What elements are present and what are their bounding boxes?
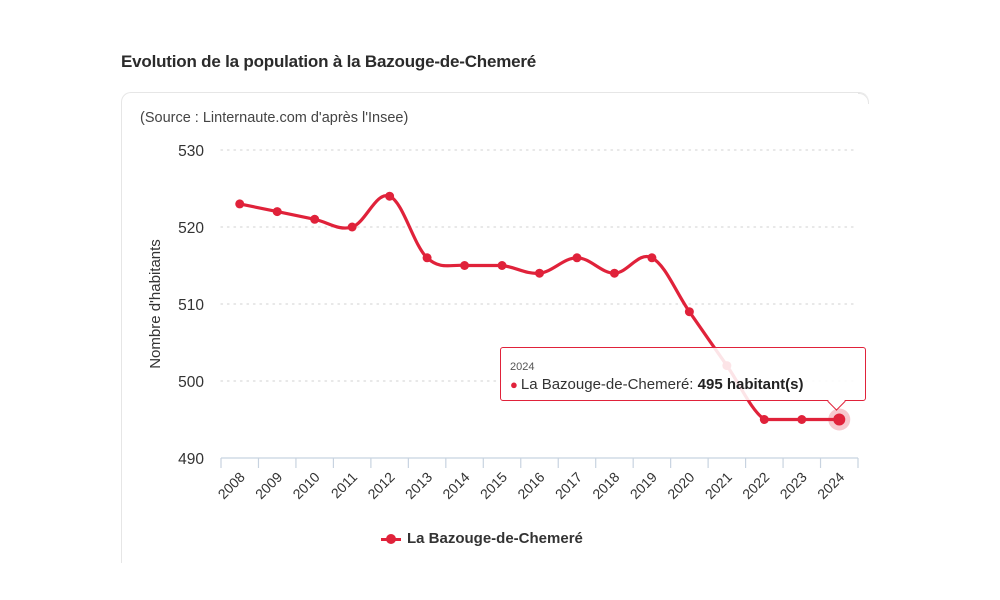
tooltip-year: 2024 bbox=[510, 361, 535, 373]
y-axis-label: Nombre d'habitants bbox=[147, 239, 164, 369]
chart-source: (Source : Linternaute.com d'après l'Inse… bbox=[140, 110, 409, 126]
x-tick-label: 2024 bbox=[814, 469, 847, 502]
data-point[interactable] bbox=[759, 415, 769, 424]
data-point-highlighted[interactable] bbox=[833, 413, 846, 426]
data-point[interactable] bbox=[385, 191, 395, 201]
x-tick-label: 2009 bbox=[252, 469, 285, 502]
x-tick-label: 2017 bbox=[552, 469, 585, 502]
x-tick-label: 2015 bbox=[477, 469, 510, 502]
data-tooltip: 2024 ● La Bazouge-de-Chemeré: 495 habitan… bbox=[500, 347, 866, 411]
x-axis bbox=[220, 457, 859, 468]
data-point[interactable] bbox=[497, 261, 507, 270]
x-tick-label: 2020 bbox=[664, 469, 697, 502]
data-point[interactable] bbox=[609, 268, 619, 278]
data-point[interactable] bbox=[347, 222, 357, 232]
y-tick-label: 500 bbox=[178, 374, 204, 391]
y-tick-label: 520 bbox=[178, 220, 204, 237]
data-point[interactable] bbox=[272, 207, 282, 217]
x-tick-label: 2018 bbox=[589, 469, 622, 502]
tooltip-value: 495 habitant(s) bbox=[697, 376, 804, 393]
x-tick-label: 2022 bbox=[739, 469, 772, 502]
x-tick-label: 2016 bbox=[514, 469, 547, 502]
y-tick-label: 510 bbox=[178, 297, 204, 314]
series-points bbox=[235, 191, 851, 431]
legend-item[interactable]: La Bazouge-de-Chemeré bbox=[381, 530, 583, 547]
x-axis-ticks: 2008 2009 2010 2011 2012 2013 2014 2015 2016 2017… bbox=[215, 469, 848, 502]
data-point[interactable] bbox=[684, 307, 694, 317]
data-point[interactable] bbox=[460, 261, 470, 270]
data-point[interactable] bbox=[535, 268, 544, 278]
data-point[interactable] bbox=[235, 199, 245, 209]
x-tick-label: 2011 bbox=[328, 469, 361, 502]
page-title: Evolution de la population à la Bazouge-… bbox=[121, 52, 537, 71]
legend-line-marker-icon bbox=[381, 533, 401, 545]
tooltip-series: La Bazouge-de-Chemeré: bbox=[520, 376, 694, 393]
series-dot-icon: ● bbox=[510, 377, 518, 392]
x-tick-label: 2013 bbox=[402, 469, 435, 502]
y-tick-label: 530 bbox=[178, 143, 204, 160]
chart-card bbox=[121, 92, 869, 563]
y-tick-label: 490 bbox=[178, 451, 204, 468]
data-point[interactable] bbox=[310, 214, 320, 224]
x-tick-label: 2010 bbox=[289, 469, 322, 502]
data-point[interactable] bbox=[422, 253, 432, 263]
data-point[interactable] bbox=[572, 253, 582, 263]
x-tick-label: 2008 bbox=[215, 469, 248, 502]
tooltip-line: ● La Bazouge-de-Chemeré: 495 habitant(s) bbox=[510, 376, 804, 393]
data-point[interactable] bbox=[797, 415, 807, 424]
x-tick-label: 2019 bbox=[627, 469, 660, 502]
x-tick-label: 2012 bbox=[364, 469, 397, 502]
x-tick-label: 2014 bbox=[439, 469, 472, 502]
y-axis-ticks: 490 500 510 520 530 bbox=[178, 143, 204, 468]
x-tick-label: 2023 bbox=[777, 469, 810, 502]
data-point[interactable] bbox=[647, 253, 657, 263]
legend-label: La Bazouge-de-Chemeré bbox=[407, 530, 583, 547]
x-tick-label: 2021 bbox=[702, 469, 735, 502]
